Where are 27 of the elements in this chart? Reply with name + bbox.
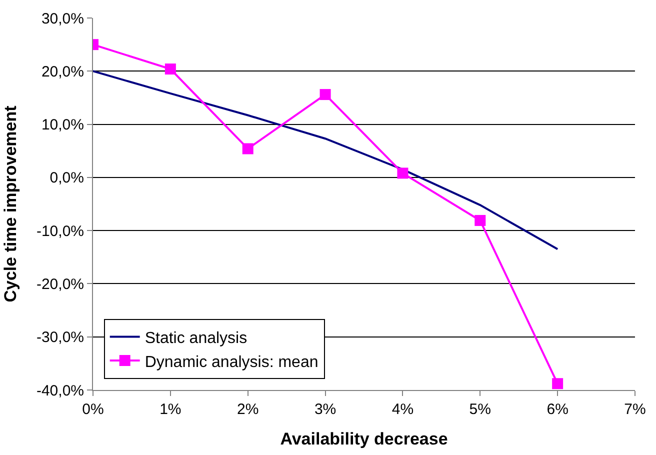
point [397,168,408,179]
x-tick-label: 1% [160,401,182,418]
y-axis-title: Cycle time improvement [1,105,20,302]
x-tick-label: 5% [469,401,491,418]
point [320,89,331,100]
point [242,143,254,154]
x-tick-label: 2% [237,401,259,418]
line-series [93,70,559,250]
point [474,214,486,226]
x-axis-title: Availability decrease [280,429,448,448]
point [164,64,176,75]
x-tick-label: 0% [82,401,104,418]
y-tick-label: -10,0% [36,222,84,240]
legend-label: Dynamic analysis: mean [144,354,318,371]
x-tick-label: 3% [314,401,336,418]
legend-label: Static analysis [144,330,248,347]
x-tick-label: 4% [392,401,414,418]
y-tick-label: 0,0% [50,170,84,187]
point [552,378,564,390]
y-tick-label: -40,0% [36,382,84,400]
x-tick-label: 7% [624,401,646,418]
y-tick-label: 30,0% [41,10,84,28]
y-tick-label: -30,0% [36,329,84,346]
x-tick-label: 6% [546,401,568,418]
y-tick-label: 20,0% [41,63,84,80]
y-tick-label: 10,0% [41,116,84,134]
y-tick-label: -20,0% [36,276,84,293]
